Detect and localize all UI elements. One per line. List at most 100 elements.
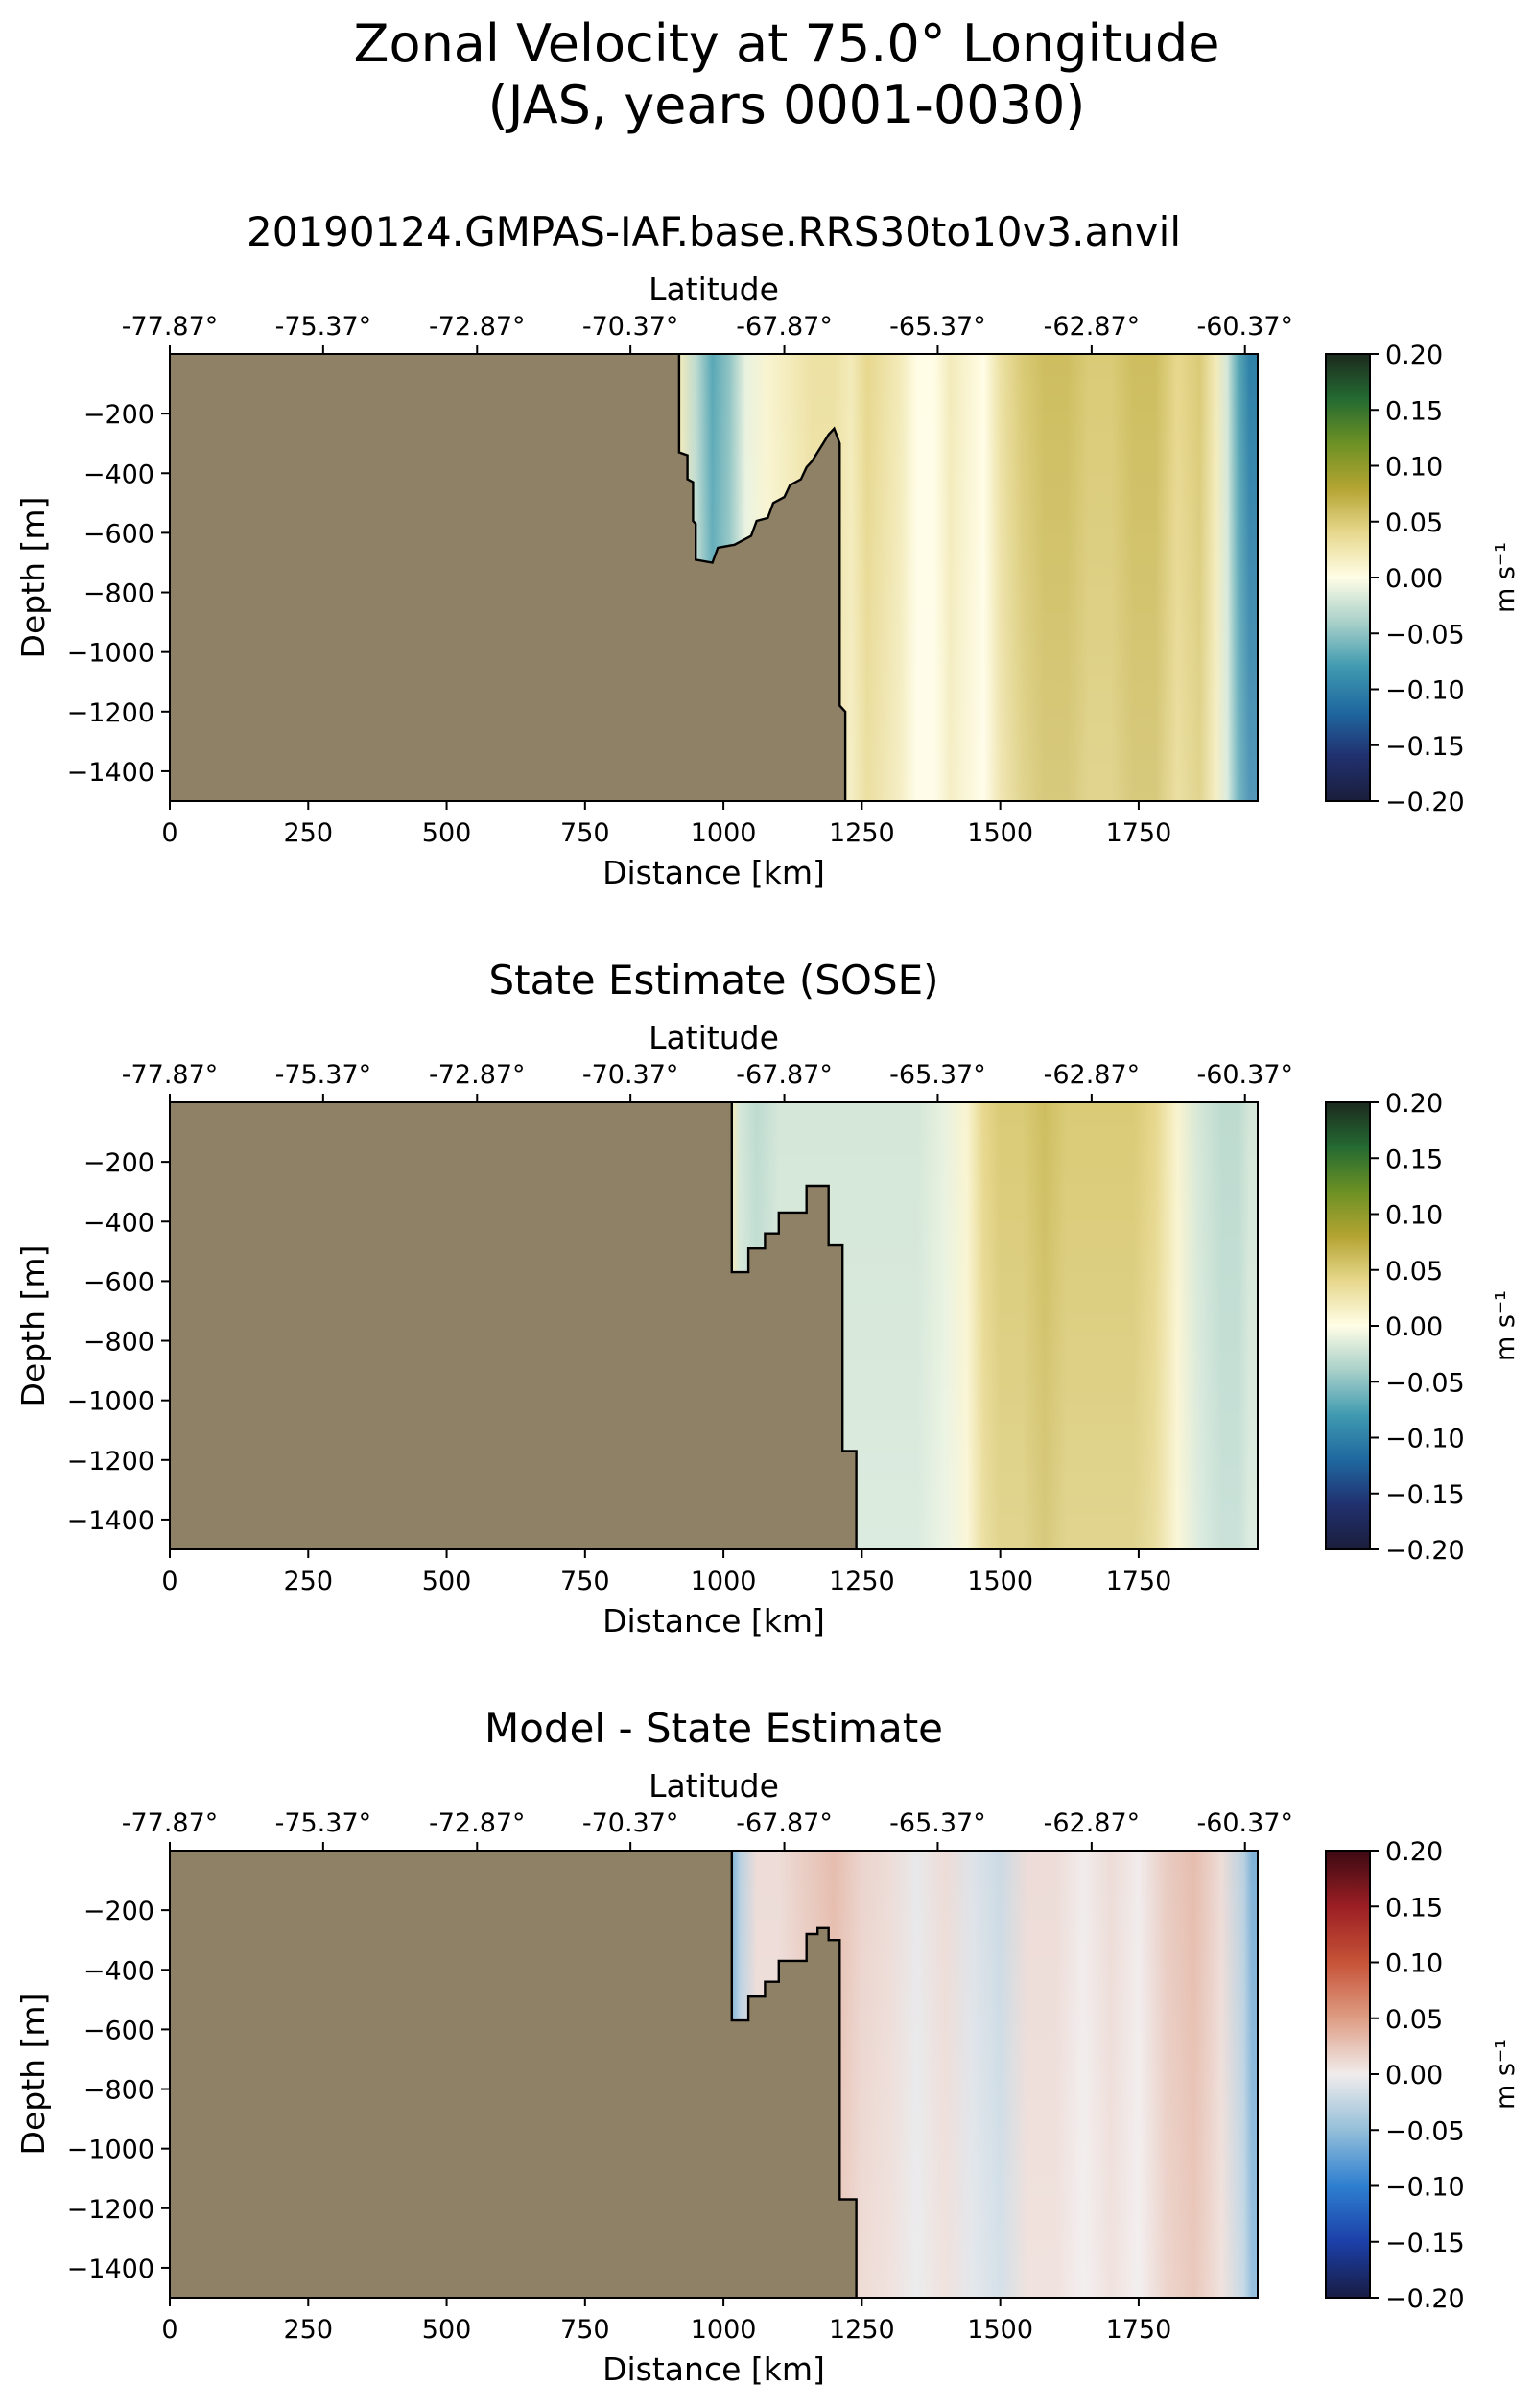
- top-tick-label: -62.87°: [1044, 1060, 1141, 1090]
- x-tick-label: 500: [422, 1567, 472, 1596]
- x-axis-label: Distance [km]: [602, 2350, 825, 2388]
- panel-title: State Estimate (SOSE): [488, 956, 938, 1003]
- y-tick-label: −600: [83, 1267, 154, 1297]
- bathymetry-line: [677, 354, 847, 801]
- axes-frame: [169, 1850, 1259, 2299]
- x-axis-label: Distance [km]: [602, 1602, 825, 1640]
- y-tick-label: −800: [83, 1328, 154, 1357]
- top-tick-label: -77.87°: [122, 1808, 219, 1838]
- colorbar-tick-label: 0.20: [1385, 341, 1443, 370]
- x-tick-label: 1750: [1106, 2315, 1172, 2345]
- x-tick-label: 1250: [829, 818, 895, 848]
- x-tick-label: 1750: [1106, 818, 1172, 848]
- panel-title: 20190124.GMPAS-IAF.base.RRS30to10v3.anvi…: [247, 208, 1181, 255]
- top-tick-label: -62.87°: [1044, 312, 1141, 342]
- land-mask: [170, 1851, 857, 2298]
- x-tick-label: 750: [560, 818, 610, 848]
- top-tick-label: -70.37°: [582, 1808, 679, 1838]
- y-tick-label: −200: [83, 1148, 154, 1178]
- bathymetry-line: [730, 1102, 858, 1549]
- y-tick-label: −600: [83, 519, 154, 549]
- top-tick-label: -75.37°: [275, 1060, 372, 1090]
- colorbar-label: m s⁻¹: [1491, 542, 1521, 613]
- colorbar: [1325, 1101, 1371, 1550]
- x-tick-label: 1500: [967, 1567, 1033, 1596]
- colorbar-tick-label: 0.05: [1385, 1257, 1443, 1287]
- y-tick-label: −400: [83, 1956, 154, 1986]
- top-tick-label: -65.37°: [889, 312, 986, 342]
- top-axis-label: Latitude: [649, 1767, 779, 1805]
- colorbar-tick-label: 0.10: [1385, 1949, 1443, 1979]
- colorbar-tick-label: −0.15: [1385, 732, 1465, 762]
- land-mask: [170, 1102, 857, 1549]
- colorbar-tick-label: −0.15: [1385, 1480, 1465, 1510]
- top-tick-label: -65.37°: [889, 1060, 986, 1090]
- y-tick-label: −1200: [67, 698, 154, 728]
- colorbar-tick-label: 0.00: [1385, 2061, 1443, 2090]
- colorbar-tick-label: 0.05: [1385, 508, 1443, 538]
- colorbar-tick-label: 0.15: [1385, 1893, 1443, 1923]
- top-tick-label: -77.87°: [122, 312, 219, 342]
- colorbar-label: m s⁻¹: [1491, 1290, 1521, 1361]
- colorbar-tick-label: −0.05: [1385, 1368, 1465, 1398]
- top-axis-label: Latitude: [649, 271, 779, 308]
- colorbar-tick-label: −0.05: [1385, 2116, 1465, 2146]
- colorbar-tick-label: −0.20: [1385, 1536, 1465, 1566]
- colorbar-tick-label: 0.15: [1385, 396, 1443, 426]
- figure-title-line1: Zonal Velocity at 75.0° Longitude: [353, 13, 1220, 74]
- top-tick-label: -72.87°: [429, 1808, 526, 1838]
- panel-3: Model - State Estimate Latitude 0 250 500 750…: [14, 1705, 1521, 2388]
- colorbar-tick-label: 0.10: [1385, 1201, 1443, 1231]
- x-tick-label: 1000: [691, 1567, 757, 1596]
- colorbar-tick-label: −0.10: [1385, 676, 1465, 706]
- axes-frame: [169, 353, 1259, 802]
- top-axis-label: Latitude: [649, 1019, 779, 1056]
- colorbar-tick-label: 0.00: [1385, 1312, 1443, 1342]
- x-tick-label: 250: [284, 2315, 334, 2345]
- colorbar: [1325, 1850, 1371, 2299]
- x-tick-label: 1250: [829, 1567, 895, 1596]
- y-tick-label: −1200: [67, 2195, 154, 2225]
- figure-title-line2: (JAS, years 0001-0030): [487, 75, 1086, 135]
- y-axis-label: Depth [m]: [14, 1245, 52, 1407]
- y-tick-label: −800: [83, 2076, 154, 2106]
- colorbar-tick-label: −0.20: [1385, 788, 1465, 817]
- colorbar-tick-label: 0.20: [1385, 1837, 1443, 1867]
- x-tick-label: 750: [560, 1567, 610, 1596]
- axes-frame: [169, 1101, 1259, 1550]
- colorbar-tick-label: −0.05: [1385, 620, 1465, 649]
- top-tick-label: -60.37°: [1196, 1060, 1293, 1090]
- colorbar-tick-label: −0.15: [1385, 2229, 1465, 2258]
- x-axis-label: Distance [km]: [602, 854, 825, 891]
- y-tick-label: −1000: [67, 639, 154, 669]
- x-tick-label: 1500: [967, 818, 1033, 848]
- top-tick-label: -70.37°: [582, 1060, 679, 1090]
- x-tick-label: 750: [560, 2315, 610, 2345]
- x-tick-label: 250: [284, 1567, 334, 1596]
- colorbar-tick-label: −0.10: [1385, 1425, 1465, 1454]
- y-tick-label: −1400: [67, 2255, 154, 2284]
- panel-1: 20190124.GMPAS-IAF.base.RRS30to10v3.anvi…: [14, 208, 1521, 891]
- colorbar-tick-label: −0.20: [1385, 2284, 1465, 2314]
- colorbar-tick-label: 0.15: [1385, 1145, 1443, 1174]
- x-tick-label: 500: [422, 2315, 472, 2345]
- top-tick-label: -65.37°: [889, 1808, 986, 1838]
- land-mask: [170, 354, 846, 801]
- y-tick-label: −1400: [67, 1506, 154, 1536]
- y-tick-label: −600: [83, 2016, 154, 2045]
- y-tick-label: −800: [83, 579, 154, 609]
- bathymetry-line: [730, 1851, 858, 2298]
- x-tick-label: 500: [422, 818, 472, 848]
- y-tick-label: −200: [83, 1897, 154, 1926]
- top-tick-label: -75.37°: [275, 1808, 372, 1838]
- x-tick-label: 1250: [829, 2315, 895, 2345]
- panel-title: Model - State Estimate: [484, 1705, 943, 1752]
- y-tick-label: −400: [83, 1208, 154, 1238]
- y-tick-label: −400: [83, 460, 154, 489]
- x-tick-label: 0: [161, 2315, 177, 2345]
- colorbar-tick-label: 0.10: [1385, 453, 1443, 483]
- top-tick-label: -77.87°: [122, 1060, 219, 1090]
- colorbar-tick-label: 0.20: [1385, 1089, 1443, 1119]
